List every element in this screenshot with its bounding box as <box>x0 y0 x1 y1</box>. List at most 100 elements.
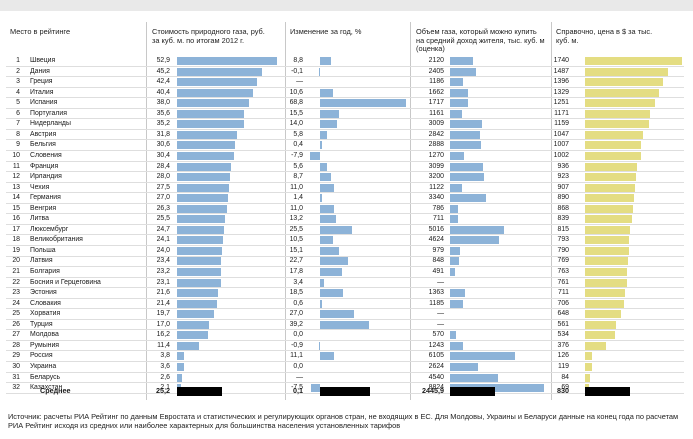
row-divider <box>6 202 684 204</box>
country-cell: Дания <box>30 67 50 75</box>
price-value: 28,0 <box>156 173 170 181</box>
average-volume: 2445,9 <box>422 386 444 395</box>
change-bar <box>320 130 328 139</box>
usd-value: 1171 <box>554 109 569 117</box>
change-bar <box>320 352 334 361</box>
price-value: 26,3 <box>156 204 170 212</box>
volume-value: 1717 <box>428 99 444 107</box>
change-bar <box>320 246 339 255</box>
volume-bar <box>450 289 465 298</box>
average-usd: 830 <box>557 386 569 395</box>
usd-value: 1396 <box>553 78 569 86</box>
price-value: 27,5 <box>156 183 170 191</box>
volume-value: 4540 <box>428 373 444 381</box>
volume-value: 3200 <box>428 173 444 181</box>
volume-value: 2842 <box>428 130 444 138</box>
price-value: 35,2 <box>156 120 170 128</box>
usd-bar <box>585 173 637 182</box>
row-divider <box>6 128 684 130</box>
usd-bar <box>585 194 635 203</box>
price-bar <box>177 289 218 298</box>
usd-value: 923 <box>557 173 570 181</box>
average-change-bar <box>320 387 370 396</box>
column-divider <box>551 22 552 400</box>
usd-value: 706 <box>557 299 570 307</box>
change-value: 17,8 <box>289 268 303 275</box>
usd-bar <box>585 341 606 350</box>
price-bar <box>177 278 221 287</box>
change-bar <box>320 141 322 150</box>
change-bar <box>320 99 406 108</box>
usd-bar <box>585 162 637 171</box>
change-bar <box>320 268 343 276</box>
change-bar <box>320 57 331 65</box>
usd-bar <box>585 151 641 160</box>
change-value: 18,5 <box>289 289 303 297</box>
usd-bar <box>585 278 628 287</box>
country-cell: Литва <box>30 215 49 223</box>
usd-value: 711 <box>558 289 569 297</box>
row-divider <box>6 287 684 289</box>
volume-bar <box>450 373 499 382</box>
usd-bar <box>585 183 636 192</box>
price-value: 30,6 <box>156 141 170 149</box>
change-value: -7,9 <box>291 151 303 159</box>
price-bar <box>177 373 182 382</box>
rank-cell: 13 <box>12 183 20 191</box>
country-cell: Польша <box>30 246 56 254</box>
rank-cell: 5 <box>16 99 20 107</box>
volume-value: 1186 <box>429 78 444 86</box>
rank-cell: 20 <box>12 257 20 265</box>
usd-value: 84 <box>561 373 569 381</box>
change-value: -0,9 <box>291 341 303 349</box>
change-bar <box>320 194 322 203</box>
usd-value: 119 <box>558 362 569 370</box>
usd-bar <box>585 299 625 308</box>
volume-bar <box>450 99 469 108</box>
volume-bar <box>450 88 468 97</box>
price-bar <box>177 215 226 224</box>
usd-bar <box>585 246 629 255</box>
change-bar <box>318 341 320 350</box>
change-value: 68,8 <box>289 99 303 107</box>
change-bar <box>320 204 334 213</box>
volume-value: — <box>437 310 444 318</box>
row-divider <box>6 276 684 278</box>
price-bar <box>177 78 258 87</box>
rank-cell: 22 <box>12 278 20 286</box>
change-value: — <box>296 78 303 86</box>
row-divider <box>6 97 684 99</box>
change-bar <box>320 109 340 118</box>
change-value: 10,5 <box>289 236 303 244</box>
usd-value: 376 <box>557 341 570 349</box>
volume-value: 491 <box>432 268 445 275</box>
row-divider <box>6 160 684 162</box>
usd-value: 790 <box>557 246 570 254</box>
volume-value: 2405 <box>428 67 444 75</box>
row-divider <box>6 350 684 352</box>
column-divider <box>146 22 147 400</box>
volume-bar <box>450 257 460 266</box>
volume-bar <box>450 225 504 234</box>
change-value: 1,4 <box>293 194 303 202</box>
price-bar <box>177 130 238 139</box>
country-cell: Босния и Герцеговина <box>30 278 101 286</box>
volume-bar <box>450 236 500 245</box>
price-value: 21,6 <box>156 289 170 297</box>
volume-bar <box>450 362 478 371</box>
usd-value: 936 <box>557 162 570 170</box>
volume-bar <box>450 67 476 76</box>
price-bar <box>177 109 245 118</box>
change-bar <box>320 173 331 182</box>
average-volume-bar <box>450 387 495 396</box>
usd-value: 793 <box>557 236 570 244</box>
usd-bar <box>585 57 682 65</box>
row-divider <box>6 266 684 268</box>
change-bar <box>320 183 334 192</box>
price-bar <box>177 204 227 213</box>
price-bar <box>177 99 249 108</box>
country-cell: Венгрия <box>30 204 57 212</box>
rank-cell: 28 <box>12 341 20 349</box>
volume-value: 1122 <box>429 183 444 191</box>
row-divider <box>6 329 684 331</box>
